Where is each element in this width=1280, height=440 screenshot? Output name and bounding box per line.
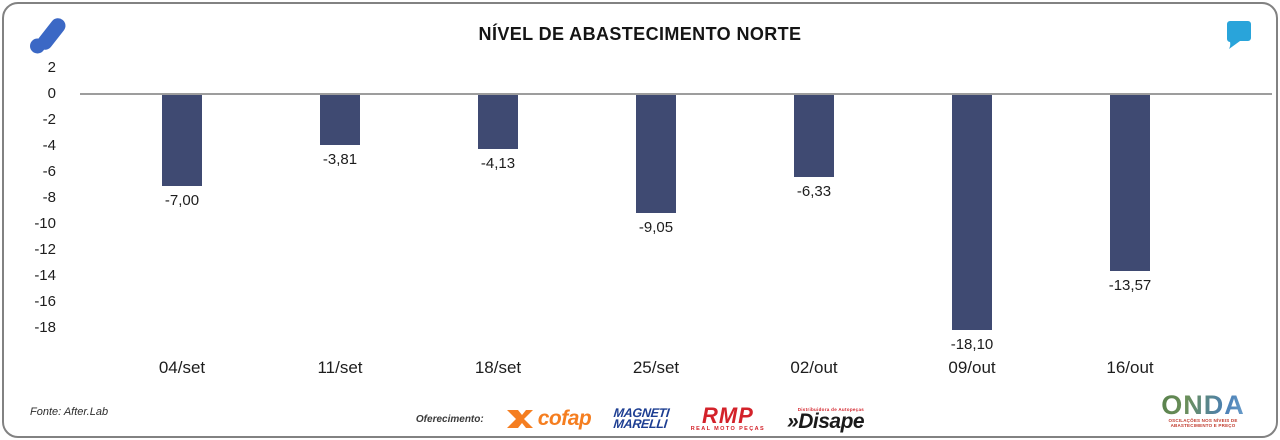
rmp-logo: RMP REAL MOTO PEÇAS [690, 403, 766, 433]
x-tick-label: 09/out [948, 358, 996, 377]
cofap-emblem-icon [506, 410, 533, 428]
bar [162, 95, 202, 186]
cofap-wordmark: cofap [537, 407, 592, 430]
bar-value-label: -9,05 [638, 219, 674, 236]
y-tick-label: 2 [47, 59, 56, 76]
quote-icon [1227, 21, 1251, 49]
cofap-logo: cofap [506, 407, 592, 431]
bar-value-label: -6,33 [796, 183, 832, 200]
rmp-wordmark: RMP [701, 403, 754, 428]
bar-value-label: -4,13 [480, 155, 516, 172]
y-tick-label: -16 [34, 293, 56, 310]
bar-value-label: -3,81 [322, 151, 358, 168]
y-tick-label: -2 [42, 111, 56, 128]
x-tick-label: 18/set [474, 358, 522, 377]
sponsors-row: Oferecimento: cofap MAGNETI MARELLI RMP … [0, 403, 1280, 433]
bar [1110, 95, 1150, 271]
onda-wordmark: ONDA [1148, 392, 1258, 419]
y-tick-label: -8 [42, 189, 56, 206]
rmp-tagline: REAL MOTO PEÇAS [690, 426, 766, 432]
bar [320, 95, 360, 145]
afterlab-mark-icon [30, 18, 66, 54]
magneti-line2: MARELLI [613, 417, 668, 431]
y-tick-label: -4 [42, 137, 56, 154]
bar [636, 95, 676, 213]
y-tick-label: -10 [34, 215, 56, 232]
zero-axis-line [80, 93, 1272, 95]
y-tick-label: -12 [34, 241, 56, 258]
source-caption: Fonte: After.Lab [30, 406, 109, 418]
disape-wordmark: »Disape [787, 410, 865, 433]
y-tick-label: -6 [42, 163, 56, 180]
magneti-marelli-logo: MAGNETI MARELLI [612, 406, 670, 431]
onda-logo: ONDA OSCILAÇÕES NOS NÍVEIS DE ABASTECIME… [1148, 392, 1258, 429]
x-tick-label: 04/set [158, 358, 206, 377]
bar [478, 95, 518, 149]
bar [952, 95, 992, 330]
y-tick-label: -14 [34, 267, 56, 284]
x-tick-label: 25/set [632, 358, 680, 377]
bar [794, 95, 834, 177]
bar-value-label: -13,57 [1108, 277, 1152, 294]
disape-logo: Distribuidora de Autopeças »Disape [787, 407, 865, 433]
bar-value-label: -7,00 [164, 192, 200, 209]
oferecimento-label: Oferecimento: [415, 413, 484, 425]
page-title: NÍVEL DE ABASTECIMENTO NORTE [478, 24, 802, 44]
x-tick-label: 02/out [790, 358, 838, 377]
onda-tagline: OSCILAÇÕES NOS NÍVEIS DE ABASTECIMENTO E… [1168, 418, 1238, 428]
x-tick-label: 16/out [1106, 358, 1154, 377]
y-tick-label: 0 [47, 85, 56, 102]
disape-tagline: Distribuidora de Autopeças [797, 407, 865, 412]
bar-value-label: -18,10 [950, 336, 994, 353]
x-tick-label: 11/set [317, 358, 363, 377]
y-tick-label: -18 [34, 319, 56, 336]
